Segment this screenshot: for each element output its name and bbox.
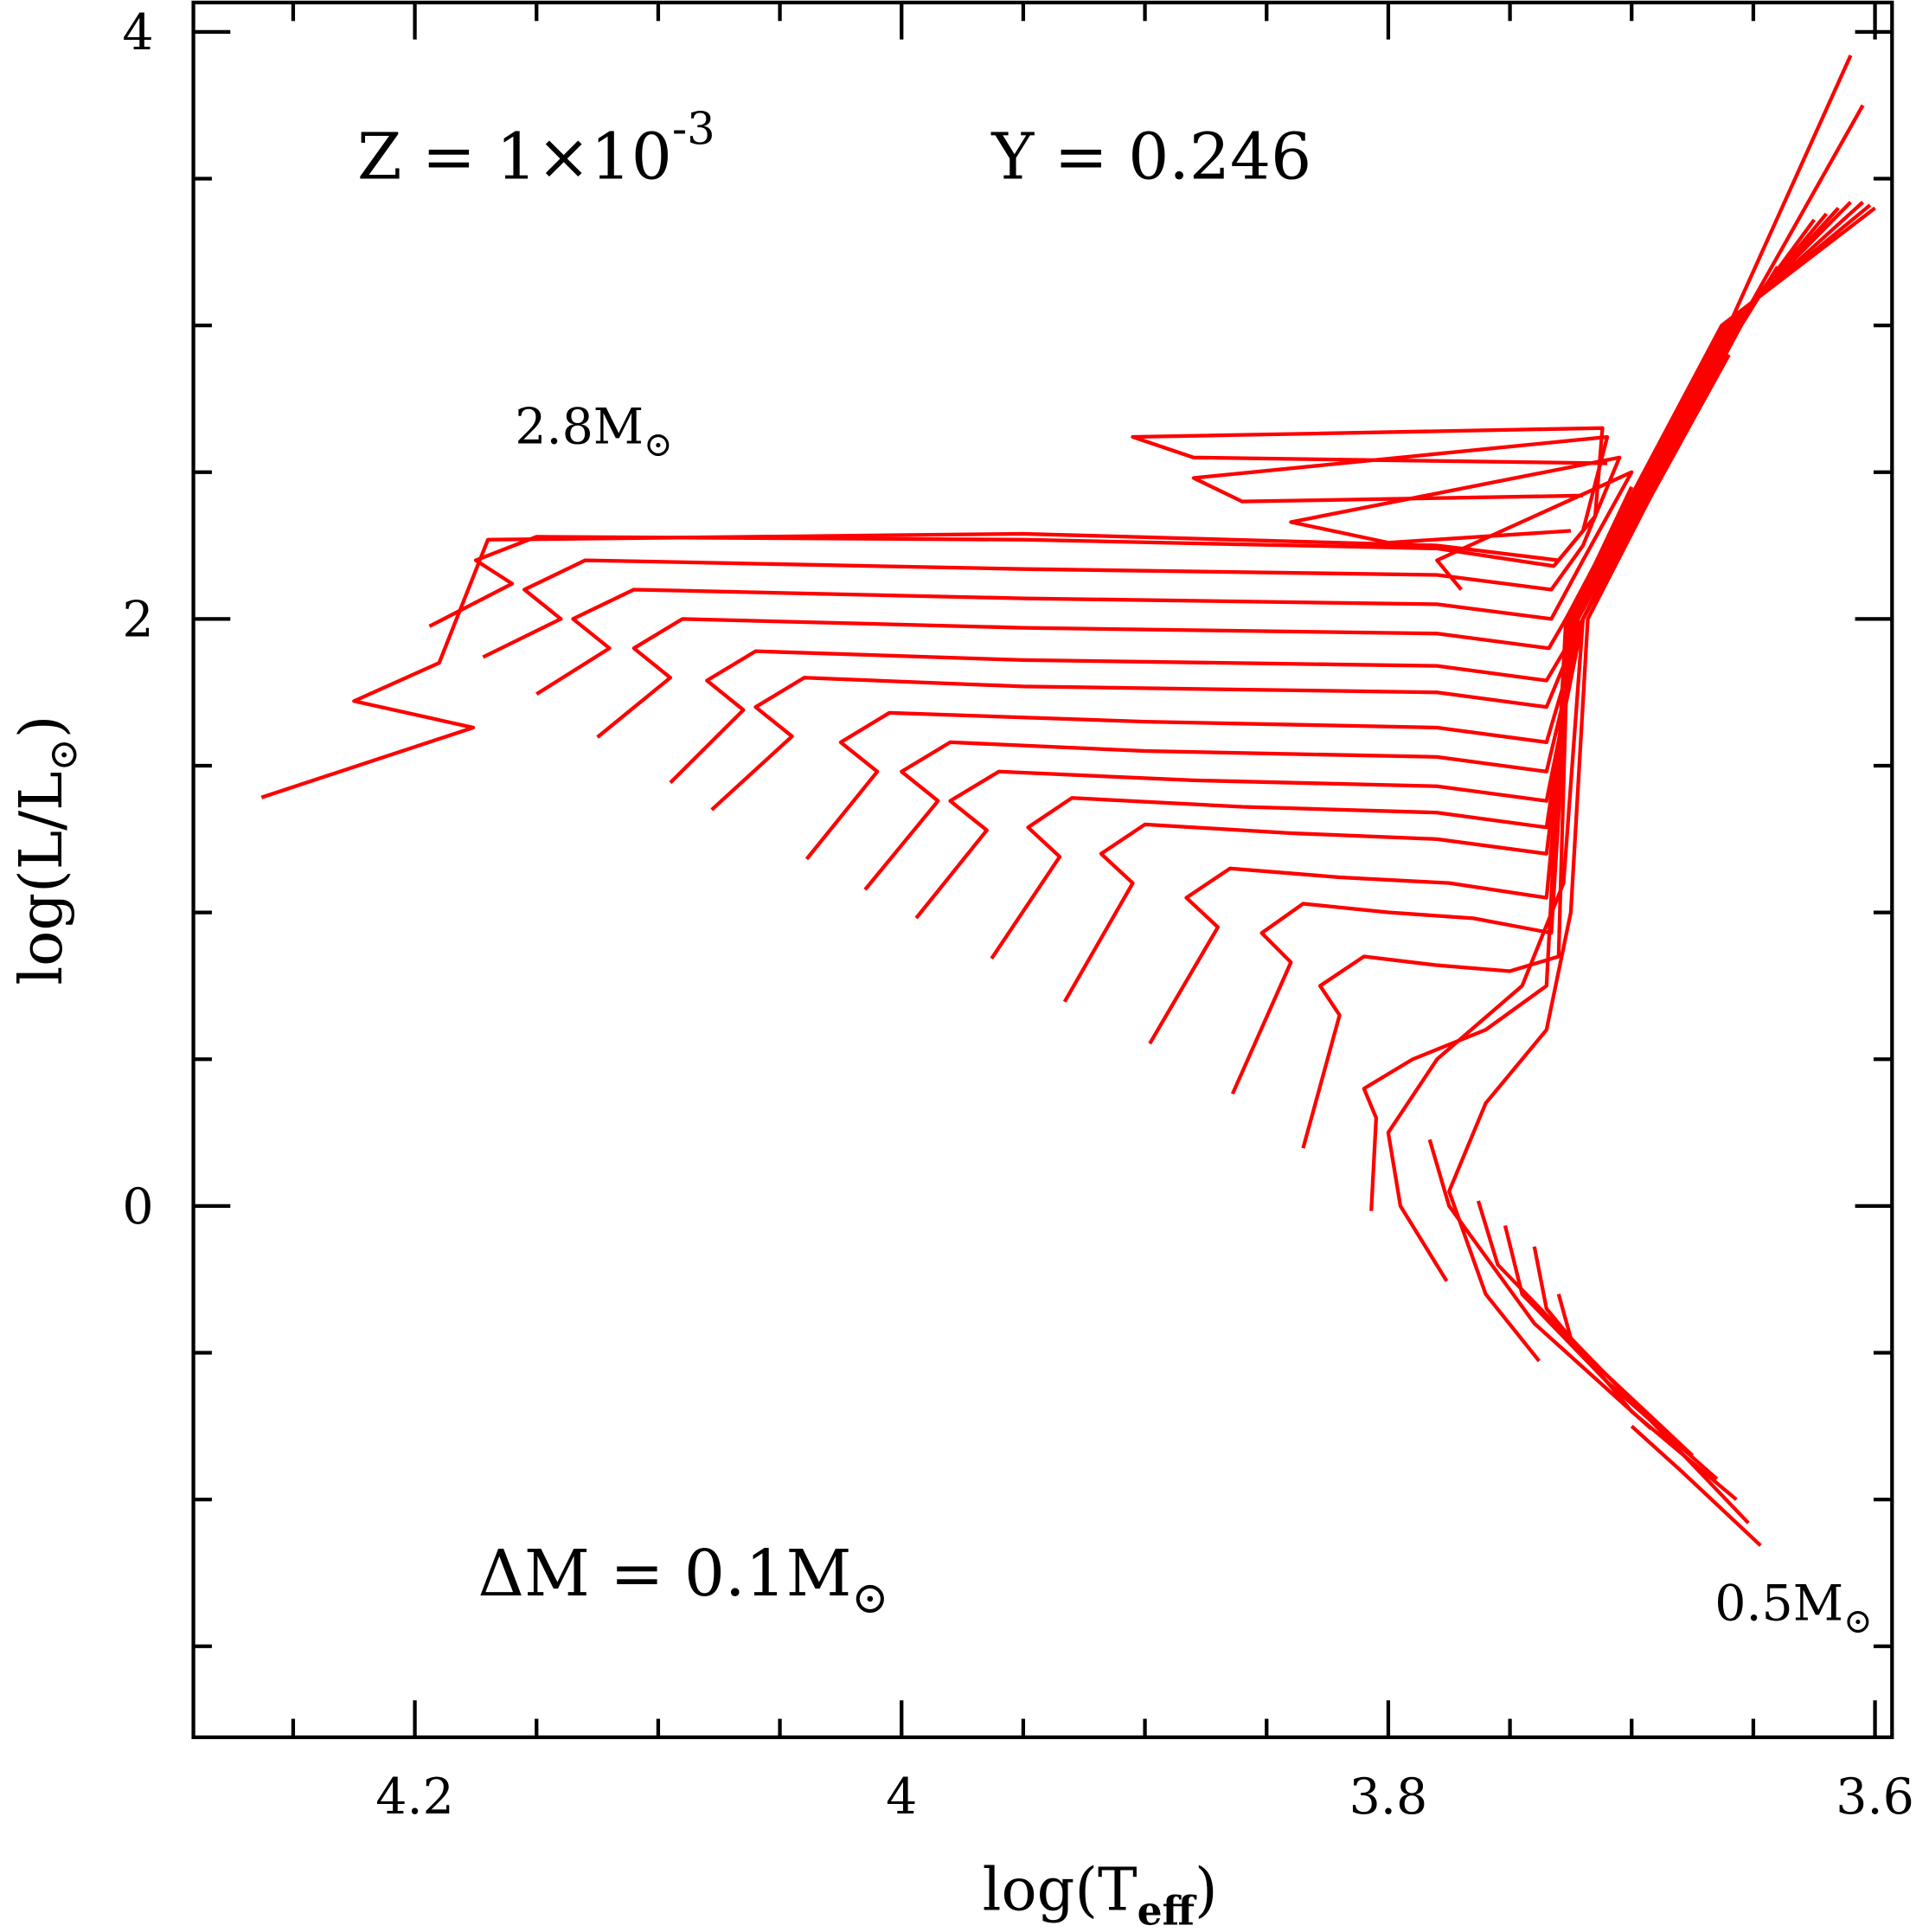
track-line [1148, 201, 1852, 1045]
track-line [596, 485, 1634, 739]
x-axis-label: log(Teff) [983, 1856, 1218, 1932]
track-line [1301, 203, 1872, 1149]
track-line [535, 470, 1634, 696]
x-axis-label-tail: ) [1195, 1856, 1218, 1924]
track-line [1386, 55, 1853, 1282]
track-line [1630, 1424, 1762, 1547]
track-line [482, 455, 1622, 659]
annotation: Z = 1×10-3 [357, 104, 715, 195]
annotation-text: Z = 1×10 [357, 120, 672, 195]
track-line [1476, 1200, 1695, 1457]
track-line [1062, 207, 1840, 1003]
x-axis-label-sub: eff [1138, 1887, 1197, 1932]
y-axis-label-text: log(L/L [8, 771, 76, 985]
x-tick-label: 3.8 [1349, 1768, 1428, 1826]
annotation-sub: ⊙ [851, 1572, 888, 1624]
y-tick-label: 0 [122, 1178, 153, 1236]
track-line [428, 434, 1610, 628]
y-axis-label: log(L/L⊙) [8, 716, 86, 985]
track-line [990, 212, 1829, 960]
track-line [1362, 206, 1876, 1211]
track-line [1427, 1139, 1653, 1430]
track-line [260, 426, 1608, 799]
y-axis-label-sub: ⊙ [40, 738, 86, 771]
y-tick-label: 2 [122, 591, 153, 648]
y-tick-label: 4 [122, 4, 153, 61]
x-tick-label: 4.2 [375, 1768, 454, 1826]
annotation-text: 0.5M [1714, 1576, 1843, 1633]
track-line [914, 218, 1817, 920]
annotation-text: 2.8M [515, 399, 644, 456]
plot-frame [191, 0, 1894, 1740]
x-tick-label: 4 [886, 1768, 917, 1826]
y-axis-label-tail: ) [8, 716, 76, 739]
annotation: 0.5M⊙ [1714, 1576, 1872, 1641]
annotation-text: ΔM = 0.1M [478, 1537, 852, 1611]
annotation-sup: -3 [672, 104, 715, 156]
track-line [1447, 104, 1865, 1363]
annotation: ΔM = 0.1M⊙ [478, 1537, 889, 1624]
track-line [1556, 1293, 1750, 1524]
annotation: 2.8M⊙ [515, 399, 672, 465]
track-line [1230, 201, 1864, 1095]
x-axis-label-text: log(T [983, 1856, 1138, 1924]
track-line [1532, 1246, 1738, 1501]
annotation: Y = 0.246 [990, 120, 1311, 195]
annotation-sub: ⊙ [1843, 1601, 1872, 1641]
x-tick-label: 3.6 [1836, 1768, 1914, 1826]
annotation-sub: ⊙ [644, 425, 672, 465]
track-line [863, 266, 1779, 891]
